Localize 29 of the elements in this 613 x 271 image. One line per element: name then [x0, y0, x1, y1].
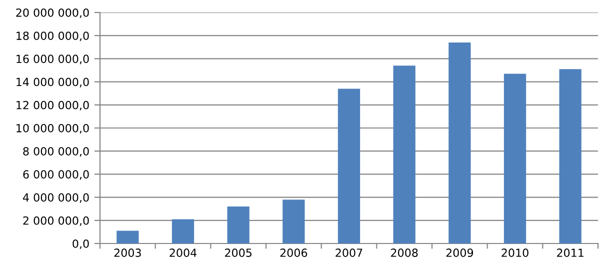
- x-tick-label: 2007: [336, 248, 362, 257]
- x-tick-label: 2005: [225, 248, 252, 257]
- bar: [116, 230, 139, 244]
- y-tick-label: 0,0: [72, 239, 89, 250]
- y-tick-label: 2 000 000,0: [23, 216, 89, 226]
- x-tick-label: 2009: [446, 248, 474, 257]
- y-tick-label: 8 000 000,0: [23, 147, 89, 157]
- x-tick-label: 2008: [391, 248, 418, 257]
- y-tick-label: 20 000 000,0: [16, 8, 89, 18]
- bar: [559, 69, 582, 244]
- x-tick-label: 2004: [170, 248, 197, 257]
- y-tick-label: 10 000 000,0: [16, 124, 89, 134]
- y-tick-label: 16 000 000,0: [16, 54, 89, 64]
- y-tick-label: 12 000 000,0: [16, 100, 89, 110]
- bar: [448, 42, 471, 244]
- bar: [172, 219, 194, 244]
- bar: [393, 66, 416, 244]
- y-tick-label: 18 000 000,0: [16, 32, 89, 42]
- y-tick-label: 6 000 000,0: [23, 170, 89, 180]
- bar: [227, 206, 250, 244]
- x-tick-label: 2011: [557, 248, 584, 257]
- x-tick-label: 2010: [502, 248, 528, 257]
- bar: [504, 74, 526, 244]
- x-tick-label: 2003: [114, 248, 141, 257]
- x-tick-label: 2006: [280, 248, 308, 257]
- y-tick-label: 14 000 000,0: [16, 78, 89, 88]
- bar: [282, 200, 305, 244]
- y-tick-label: 4 000 000,0: [22, 193, 89, 203]
- bar: [338, 88, 360, 244]
